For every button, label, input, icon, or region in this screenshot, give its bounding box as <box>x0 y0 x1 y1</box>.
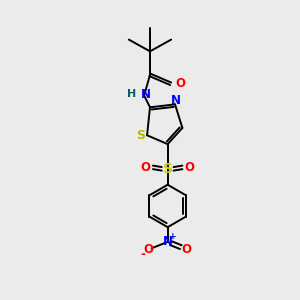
Text: +: + <box>169 232 176 241</box>
Text: O: O <box>185 161 195 174</box>
Text: O: O <box>143 243 154 256</box>
Text: O: O <box>175 77 185 90</box>
Text: H: H <box>127 89 136 99</box>
Text: S: S <box>163 161 173 176</box>
Text: N: N <box>171 94 181 107</box>
Text: O: O <box>141 161 151 174</box>
Text: N: N <box>163 235 173 248</box>
Text: O: O <box>182 243 192 256</box>
Text: N: N <box>141 88 151 100</box>
Text: -: - <box>141 248 146 261</box>
Text: S: S <box>136 129 145 142</box>
